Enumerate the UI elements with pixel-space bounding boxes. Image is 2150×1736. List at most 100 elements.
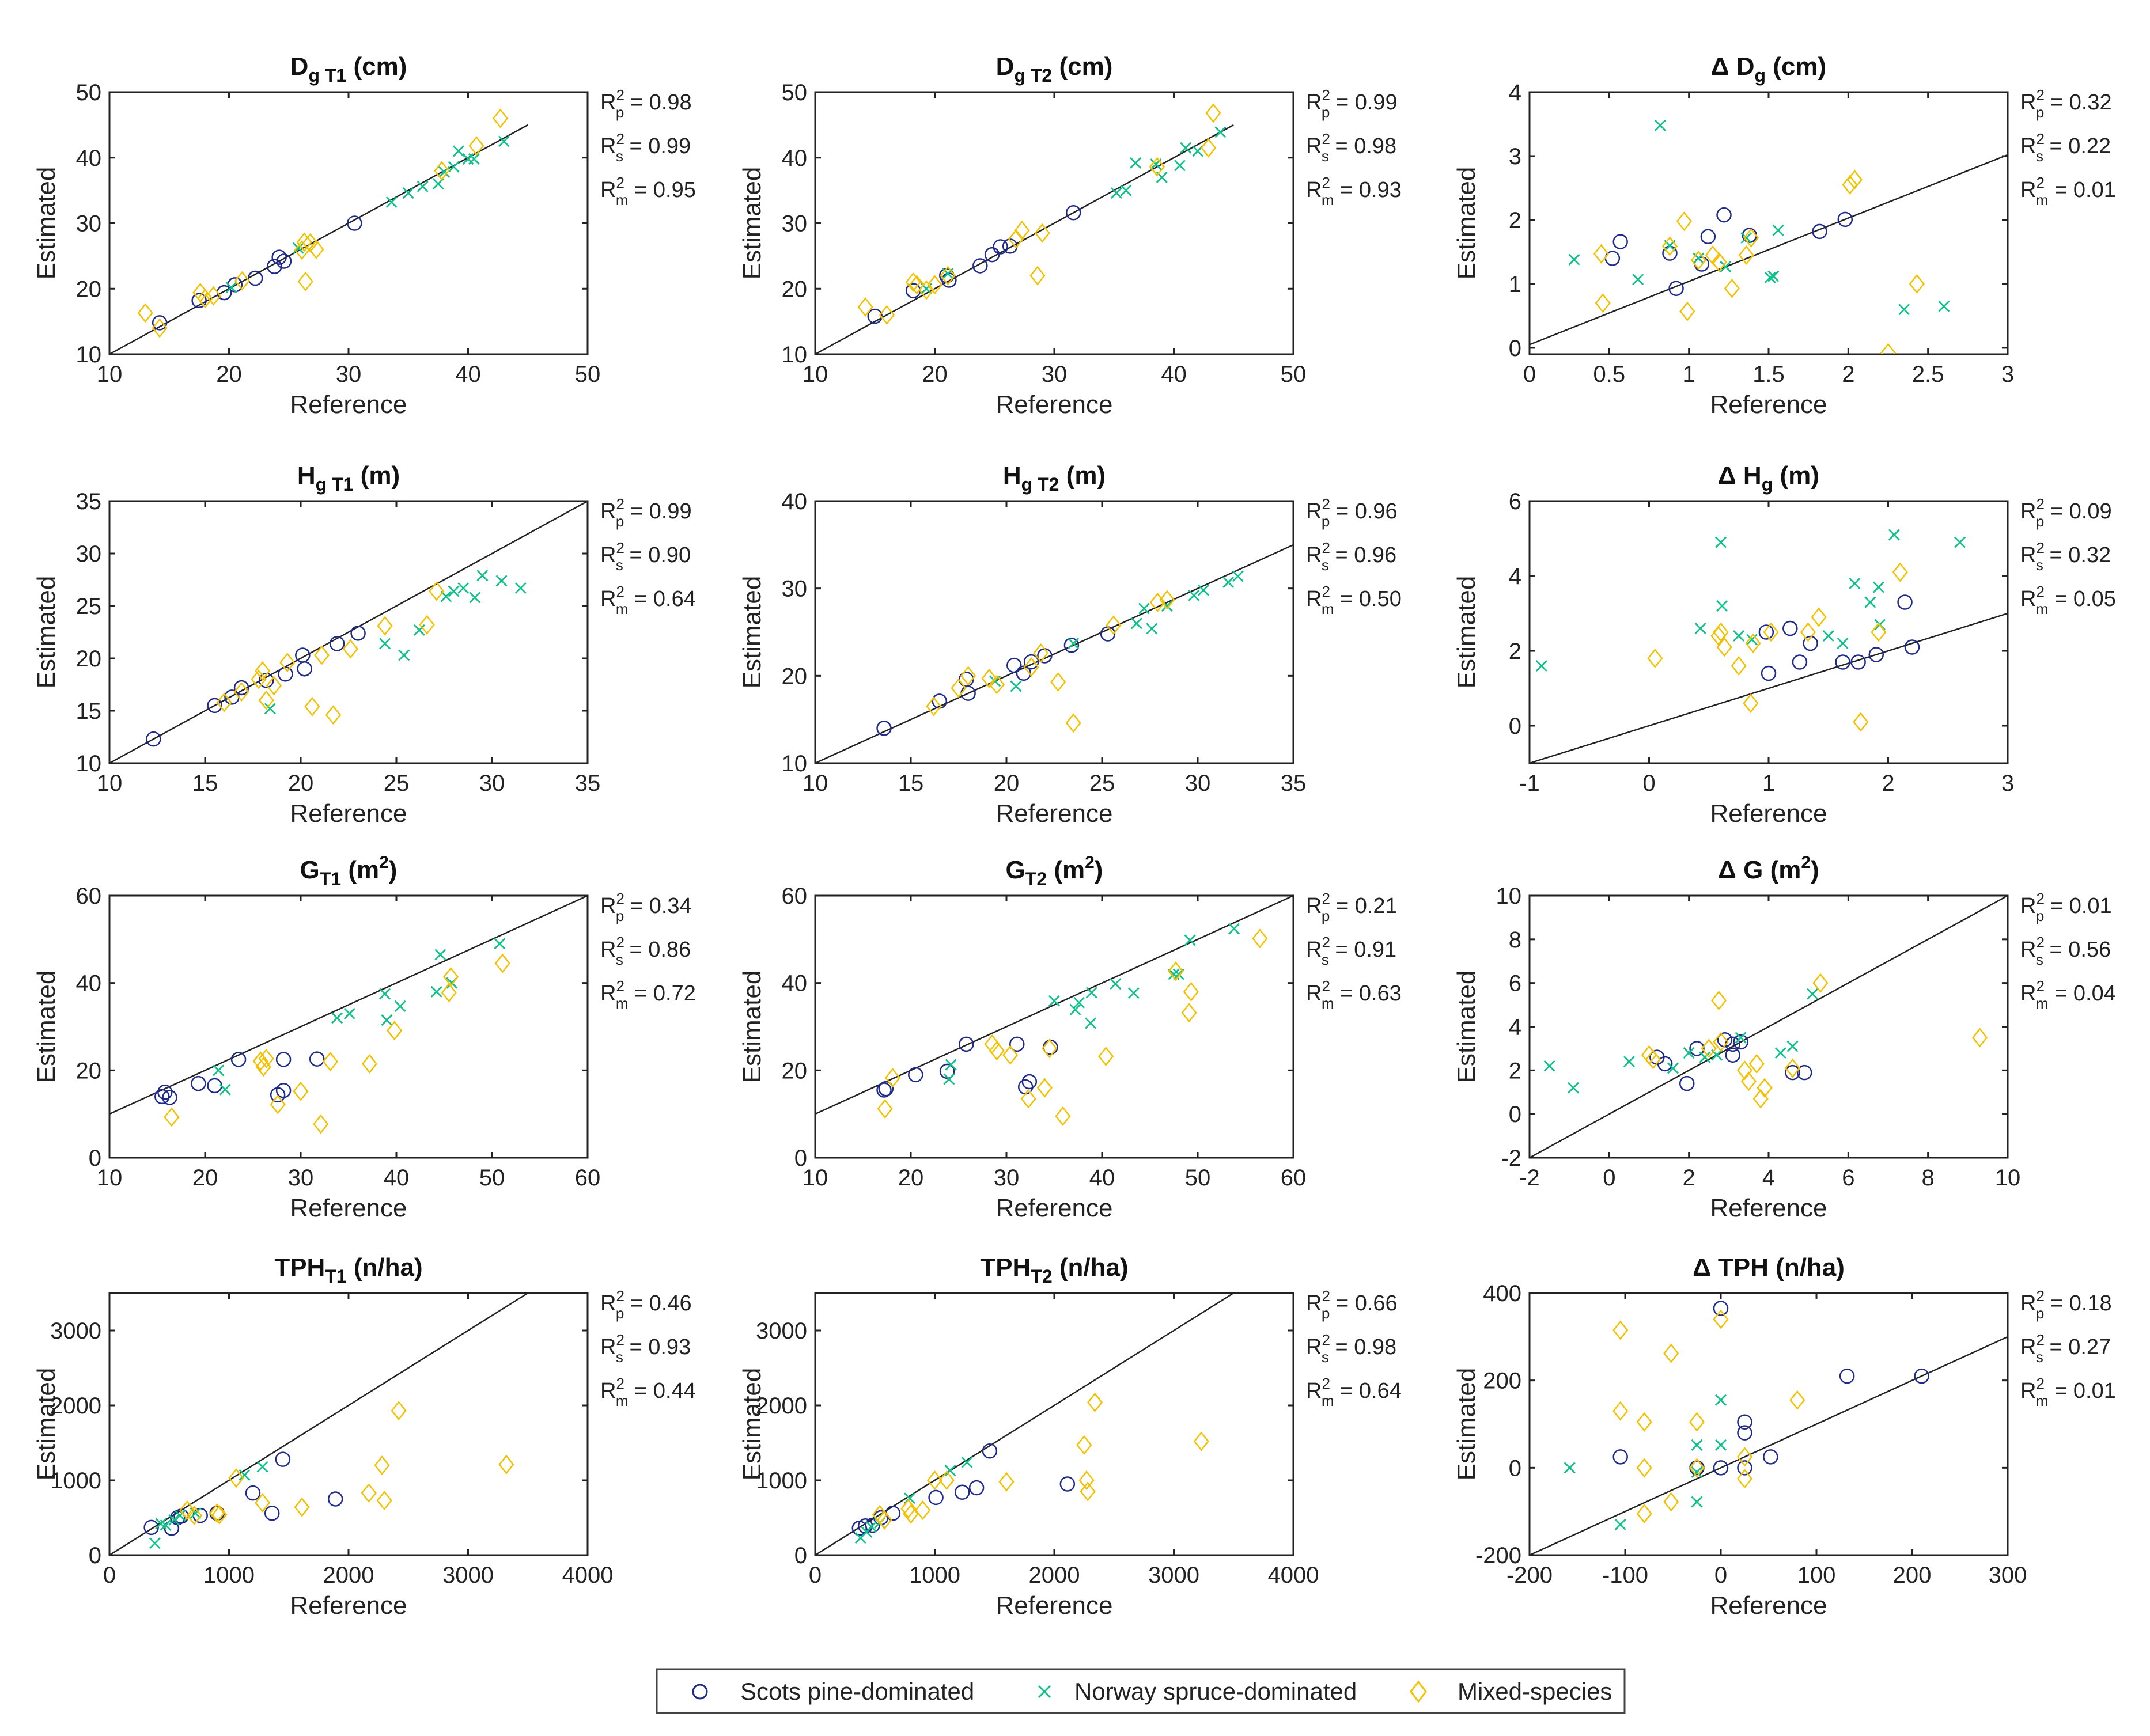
point-norway-spruce	[432, 178, 444, 190]
chart-title: Δ G (m2)	[1718, 853, 1819, 884]
point-mixed-species	[1679, 301, 1695, 321]
point-mixed-species	[186, 1506, 202, 1526]
x-tick-label: 20	[288, 771, 314, 796]
point-norway-spruce	[1120, 184, 1132, 196]
point-mixed-species	[1168, 961, 1184, 981]
y-tick-label: 20	[782, 276, 808, 302]
point-mixed-species	[1663, 1343, 1679, 1363]
point-norway-spruce	[385, 196, 398, 209]
r2-m: R2 m = 0.64	[600, 583, 696, 617]
point-norway-spruce	[495, 575, 508, 587]
point-norway-spruce	[1085, 987, 1097, 999]
x-tick-label: 40	[455, 362, 481, 387]
point-scots-pine	[1016, 665, 1032, 681]
x-axis-label: Reference	[995, 391, 1112, 419]
point-norway-spruce	[1849, 578, 1861, 589]
point-mixed-species	[266, 676, 282, 696]
point-mixed-species	[1080, 1481, 1096, 1502]
y-tick-label: 50	[782, 80, 808, 105]
point-mixed-species	[419, 615, 435, 635]
y-tick-label: 4	[1509, 1015, 1521, 1040]
point-mixed-species	[1713, 1032, 1729, 1052]
point-norway-spruce	[219, 1083, 231, 1096]
r2-m: R2 m = 0.50	[1306, 583, 1402, 617]
point-norway-spruce	[225, 281, 237, 293]
point-norway-spruce	[1807, 988, 1819, 1000]
point-scots-pine	[350, 626, 366, 641]
point-mixed-species	[1636, 1458, 1652, 1478]
point-mixed-species	[1748, 1053, 1765, 1074]
point-norway-spruce	[168, 1514, 180, 1526]
point-norway-spruce	[1898, 304, 1910, 316]
panel-g1: 10 20 30 40 50 60 0 20 40 60 Reference Estimated GT1…	[32, 853, 696, 1222]
x-tick-label: 2000	[1029, 1563, 1080, 1588]
point-norway-spruce	[452, 145, 464, 157]
point-mixed-species	[989, 1041, 1005, 1061]
x-tick-label: 1000	[909, 1563, 960, 1588]
point-norway-spruce	[1822, 630, 1834, 642]
reference-line	[109, 896, 588, 1115]
point-scots-pine	[162, 1090, 177, 1105]
point-mixed-species	[998, 1472, 1015, 1492]
y-tick-label: 30	[76, 541, 102, 567]
x-axis-label: Reference	[995, 1591, 1112, 1620]
y-tick-label: 4	[1509, 564, 1521, 589]
point-scots-pine	[347, 215, 362, 231]
point-scots-pine	[878, 1081, 894, 1097]
point-norway-spruce	[1715, 1394, 1727, 1406]
y-tick-label: 0	[1509, 1102, 1521, 1127]
point-scots-pine	[1737, 1425, 1752, 1441]
y-tick-label: 20	[76, 276, 102, 302]
point-norway-spruce	[1837, 638, 1849, 649]
point-mixed-species	[258, 1048, 274, 1068]
y-axis-label: Estimated	[738, 971, 766, 1083]
x-tick-label: 50	[1185, 1165, 1211, 1191]
point-norway-spruce	[1715, 536, 1727, 548]
point-mixed-species	[1050, 672, 1066, 692]
point-mixed-species	[1713, 1309, 1729, 1329]
x-tick-label: 0	[809, 1563, 822, 1588]
point-norway-spruce	[1735, 1032, 1747, 1044]
x-tick-label: -1	[1519, 771, 1540, 796]
chart-title: TPHT2​ (n/ha)	[980, 1253, 1128, 1287]
x-tick-label: 2	[1882, 771, 1894, 796]
y-tick-label: 200	[1483, 1369, 1521, 1394]
point-scots-pine	[1839, 1368, 1855, 1384]
y-tick-label: 1	[1509, 272, 1521, 297]
point-norway-spruce	[1667, 1062, 1679, 1074]
point-mixed-species	[1842, 175, 1858, 195]
point-norway-spruce	[174, 1510, 186, 1522]
point-norway-spruce	[331, 1012, 343, 1024]
point-norway-spruce	[943, 1073, 955, 1085]
y-axis-label: Estimated	[738, 576, 766, 689]
point-scots-pine	[1763, 1449, 1778, 1465]
point-norway-spruce	[1222, 577, 1235, 589]
point-mixed-species	[1757, 1078, 1773, 1098]
x-tick-label: 8	[1922, 1165, 1935, 1191]
point-norway-spruce	[213, 1064, 225, 1077]
panel-dgb: -2 0 2 4 6 8 10 -2 0 2 4 6 8 10 Reference Estimated Δ G …	[1452, 853, 2116, 1222]
point-mixed-species	[1736, 1060, 1753, 1081]
point-mixed-species	[1871, 622, 1887, 642]
x-tick-label: 20	[922, 362, 948, 387]
point-scots-pine	[982, 1443, 998, 1459]
legend-spruce-label: Norway spruce-dominated	[1074, 1678, 1357, 1705]
y-tick-label: 0	[1509, 336, 1521, 361]
point-mixed-species	[376, 1491, 392, 1511]
r2-m: R2 m = 0.95	[600, 174, 696, 209]
point-mixed-species	[1034, 223, 1050, 243]
x-tick-label: 2	[1842, 362, 1854, 387]
point-scots-pine	[258, 672, 274, 688]
point-norway-spruce	[379, 988, 391, 1000]
y-tick-label: 10	[1496, 884, 1522, 909]
point-mixed-species	[876, 1510, 892, 1530]
point-norway-spruce	[1048, 995, 1060, 1007]
legend-box	[656, 1668, 1626, 1714]
point-mixed-species	[1745, 633, 1761, 654]
point-norway-spruce	[1214, 126, 1227, 138]
plot-frame	[108, 500, 589, 764]
x-axis-label: Reference	[995, 1194, 1112, 1222]
point-mixed-species	[1740, 1071, 1757, 1091]
point-norway-spruce	[1543, 1060, 1555, 1072]
point-scots-pine	[1868, 647, 1884, 662]
